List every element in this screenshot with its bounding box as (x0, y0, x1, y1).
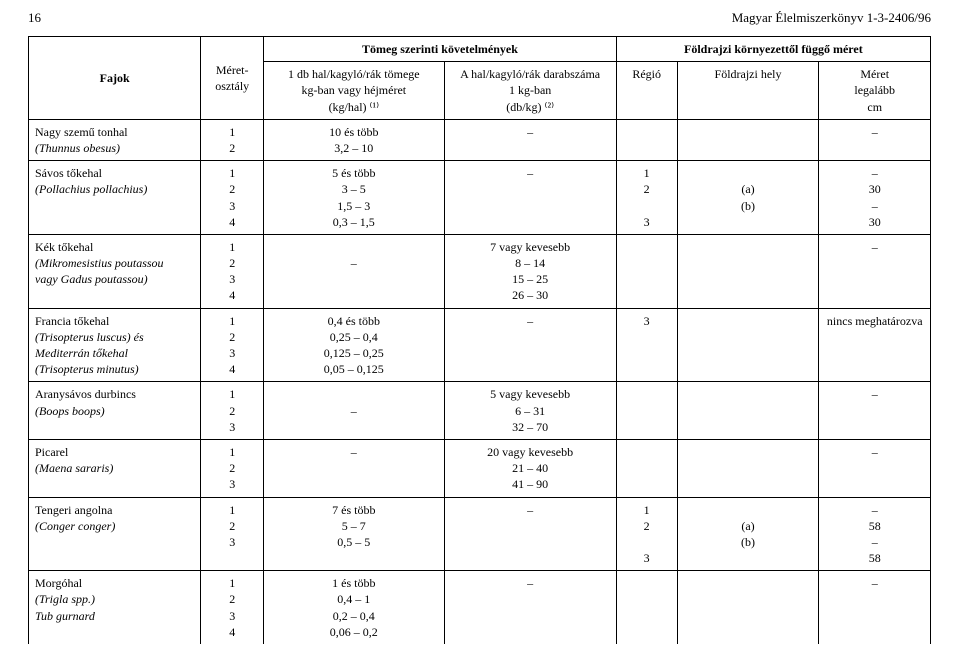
species-cell: Tengeri angolna (Conger conger) (29, 497, 201, 571)
mass-cell: – (264, 382, 444, 440)
species-common: Sávos tőkehal (35, 166, 102, 180)
table-header-row: Fajok Méret- osztály Tömeg szerinti köve… (29, 37, 931, 62)
region-cell (616, 439, 677, 497)
mass-cell: 0,4 és több 0,25 – 0,4 0,125 – 0,25 0,05… (264, 308, 444, 382)
species-cell: Nagy szemű tonhal (Thunnus obesus) (29, 119, 201, 160)
doc-title: Magyar Élelmiszerkönyv 1-3-2406/96 (732, 10, 931, 26)
count-cell: – (444, 497, 616, 571)
min-cell: nincs meghatározva (819, 308, 931, 382)
page: 16 Magyar Élelmiszerkönyv 1-3-2406/96 Fa… (0, 0, 959, 658)
table-row: Sávos tőkehal (Pollachius pollachius) 1 2 … (29, 161, 931, 235)
min-cell: – 58 – 58 (819, 497, 931, 571)
species-cell: Kék tőkehal (Mikromesistius poutassou vagy… (29, 234, 201, 308)
table-row: Tengeri angolna(Conger conger)1 2 37 és … (29, 497, 931, 571)
sizeclass-cell: 1 2 3 4 (201, 234, 264, 308)
mass-cell: 10 és több 3,2 – 10 (264, 119, 444, 160)
loc-cell: (a) (b) (677, 161, 819, 235)
mass-cell: 5 és több 3 – 5 1,5 – 3 0,3 – 1,5 (264, 161, 444, 235)
species-cell: Picarel (Maena sararis) (29, 439, 201, 497)
species-scientific: (Pollachius pollachius) (35, 182, 147, 196)
table-row: Picarel(Maena sararis)1 2 3–20 vagy keve… (29, 439, 931, 497)
count-cell: – (444, 308, 616, 382)
requirements-table: Fajok Méret- osztály Tömeg szerinti köve… (28, 36, 931, 644)
species-scientific: (Conger conger) (35, 519, 115, 533)
species-cell: Aranysávos durbincs (Boops boops) (29, 382, 201, 440)
species-cell: Morgóhal (Trigla spp.) Tub gurnard (29, 571, 201, 644)
min-cell: – (819, 382, 931, 440)
table-row: Morgóhal (Trigla spp.) Tub gurnard 1 2 3 41… (29, 571, 931, 644)
count-cell: 20 vagy kevesebb 21 – 40 41 – 90 (444, 439, 616, 497)
species-common: Kék tőkehal (35, 240, 93, 254)
species-scientific: (Trisopterus minutus) (35, 362, 139, 376)
sizeclass-cell: 1 2 3 4 (201, 308, 264, 382)
region-cell: 1 2 3 (616, 161, 677, 235)
mass-cell: – (264, 234, 444, 308)
col-group-mass: Tömeg szerinti követelmények (264, 37, 617, 62)
sizeclass-cell: 1 2 3 4 (201, 161, 264, 235)
species-common: Tengeri angolna (35, 503, 112, 517)
species-common: Nagy szemű tonhal (35, 125, 128, 139)
species-scientific: (Thunnus obesus) (35, 141, 120, 155)
loc-cell (677, 382, 819, 440)
table-row: Nagy szemű tonhal (Thunnus obesus) 1 210 é… (29, 119, 931, 160)
region-cell (616, 571, 677, 644)
loc-cell (677, 119, 819, 160)
table-row: Aranysávos durbincs(Boops boops)1 2 3 –5… (29, 382, 931, 440)
min-cell: – (819, 234, 931, 308)
sizeclass-cell: 1 2 3 4 (201, 571, 264, 644)
col-count-header: A hal/kagyló/rák darabszáma 1 kg-ban (db… (444, 62, 616, 120)
min-cell: – (819, 119, 931, 160)
col-mass-header: 1 db hal/kagyló/rák tömege kg-ban vagy h… (264, 62, 444, 120)
species-scientific: (Mikromesistius poutassou (35, 256, 164, 270)
species-scientific: (Trisopterus luscus) és (35, 330, 144, 344)
species-common: Morgóhal (35, 576, 82, 590)
region-cell (616, 119, 677, 160)
table-row: Francia tőkehal (Trisopterus luscus) és Me… (29, 308, 931, 382)
region-cell: 3 (616, 308, 677, 382)
region-cell: 1 2 3 (616, 497, 677, 571)
region-cell (616, 234, 677, 308)
col-min-header: Méret legalább cm (819, 62, 931, 120)
mass-cell: – (264, 439, 444, 497)
sizeclass-cell: 1 2 3 (201, 439, 264, 497)
loc-cell: (a) (b) (677, 497, 819, 571)
count-cell: – (444, 119, 616, 160)
min-cell: – (819, 571, 931, 644)
species-scientific: (Maena sararis) (35, 461, 113, 475)
sizeclass-cell: 1 2 3 (201, 497, 264, 571)
col-loc-header: Földrajzi hely (677, 62, 819, 120)
species-scientific: (Boops boops) (35, 404, 105, 418)
sizeclass-cell: 1 2 (201, 119, 264, 160)
species-cell: Francia tőkehal (Trisopterus luscus) és Me… (29, 308, 201, 382)
species-scientific: (Trigla spp.) (35, 592, 95, 606)
page-number: 16 (28, 10, 41, 26)
page-header: 16 Magyar Élelmiszerkönyv 1-3-2406/96 (28, 10, 931, 26)
col-group-geo: Földrajzi környezettől függő méret (616, 37, 930, 62)
loc-cell (677, 234, 819, 308)
table-row: Kék tőkehal (Mikromesistius poutassou vagy… (29, 234, 931, 308)
species-scientific: vagy Gadus poutassou) (35, 272, 148, 286)
species-common: Francia tőkehal (35, 314, 109, 328)
min-cell: – 30 – 30 (819, 161, 931, 235)
count-cell: 7 vagy kevesebb 8 – 14 15 – 25 26 – 30 (444, 234, 616, 308)
loc-cell (677, 571, 819, 644)
count-cell: – (444, 571, 616, 644)
count-cell: 5 vagy kevesebb 6 – 31 32 – 70 (444, 382, 616, 440)
region-cell (616, 382, 677, 440)
mass-cell: 7 és több 5 – 7 0,5 – 5 (264, 497, 444, 571)
species-scientific: Mediterrán tőkehal (35, 346, 128, 360)
sizeclass-cell: 1 2 3 (201, 382, 264, 440)
col-region-header: Régió (616, 62, 677, 120)
species-cell: Sávos tőkehal (Pollachius pollachius) (29, 161, 201, 235)
min-cell: – (819, 439, 931, 497)
species-common: Aranysávos durbincs (35, 387, 136, 401)
species-common: Picarel (35, 445, 68, 459)
mass-cell: 1 és több 0,4 – 1 0,2 – 0,4 0,06 – 0,2 (264, 571, 444, 644)
count-cell: – (444, 161, 616, 235)
loc-cell (677, 439, 819, 497)
col-species-header: Fajok (29, 37, 201, 120)
col-sizeclass-header: Méret- osztály (201, 37, 264, 120)
loc-cell (677, 308, 819, 382)
species-scientific: Tub gurnard (35, 609, 95, 623)
